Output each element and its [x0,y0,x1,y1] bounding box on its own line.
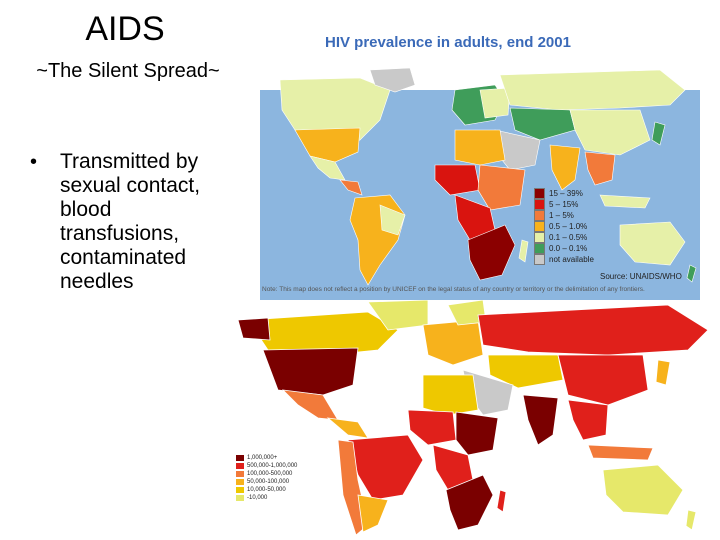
north-africa-region [454,129,506,166]
legend-label: 10,000-50,000 [247,487,286,493]
eastern-europe-region [479,87,511,119]
legend-label: 5 – 15% [549,200,579,209]
legend-swatch [534,221,545,232]
legend-label: -10,000 [247,495,268,501]
bullet-marker: • [30,151,38,173]
europe-region [422,319,484,366]
north-africa-region [422,374,479,416]
legend-item: 0.1 – 0.5% [534,232,594,243]
hiv-cases-map: 1,000,000+ 500,000-1,000,000 100,000-500… [228,300,718,540]
central-asia-region [487,354,564,389]
greenland-region [369,67,416,93]
indonesia-region [587,444,654,461]
legend-swatch [236,455,244,461]
russia-region [499,69,686,111]
legend-item: 5 – 15% [534,199,594,210]
east-africa-region [477,164,526,211]
legend-swatch [236,487,244,493]
map-note: Note: This map does not reflect a positi… [262,286,645,293]
legend-item: 1 – 5% [534,210,594,221]
legend-label: not available [549,255,594,264]
argentina-region [357,494,389,533]
legend-item: 500,000-1,000,000 [236,462,297,470]
southern-africa-region [445,474,494,531]
china-region [569,109,651,156]
legend-item: not available [534,254,594,265]
world-map-prevalence [279,67,697,286]
legend-swatch [534,188,545,199]
usa-region [294,127,361,163]
hiv-prevalence-map: HIV prevalence in adults, end 2001 [240,30,710,300]
prevalence-legend: 15 – 39% 5 – 15% 1 – 5% 0.5 – 1.0% 0.1 –… [534,188,594,265]
central-america-region [326,417,369,439]
legend-swatch [236,463,244,469]
legend-swatch [534,254,545,265]
legend-label: 100,000-500,000 [247,471,293,477]
legend-swatch [534,210,545,221]
alaska-region [237,317,271,341]
legend-swatch [534,199,545,210]
mexico-region [281,389,339,421]
legend-item: 15 – 39% [534,188,594,199]
legend-item: -10,000 [236,494,297,502]
legend-label: 1,000,000+ [247,455,278,461]
slide-title: AIDS [85,10,165,48]
madagascar-region [496,489,507,513]
bullet-text: Transmitted by sexual contact, blood tra… [60,150,201,293]
southeast-asia-region [584,151,616,186]
legend-item: 0.0 – 0.1% [534,243,594,254]
central-america-region [339,179,363,196]
legend-swatch [534,232,545,243]
legend-label: 0.0 – 0.1% [549,244,588,253]
legend-swatch [534,243,545,254]
legend-label: 15 – 39% [549,189,583,198]
south-america-east [379,204,406,236]
central-asia-region [509,107,576,141]
legend-label: 0.1 – 0.5% [549,233,588,242]
russia-region [477,304,709,356]
southeast-asia-region [567,399,609,441]
slide-subtitle: ~The Silent Spread~ [36,60,220,82]
legend-label: 500,000-1,000,000 [247,463,298,469]
japan-region [655,359,671,386]
madagascar-region [518,239,529,263]
legend-item: 0.5 – 1.0% [534,221,594,232]
legend-swatch [236,495,244,501]
legend-swatch [236,479,244,485]
legend-label: 50,000-100,000 [247,479,290,485]
map-source: Source: UNAIDS/WHO [600,272,682,281]
new-zealand-region [686,264,697,283]
legend-item: 1,000,000+ [236,454,297,462]
legend-item: 100,000-500,000 [236,470,297,478]
cases-legend: 1,000,000+ 500,000-1,000,000 100,000-500… [236,454,297,502]
legend-label: 1 – 5% [549,211,574,220]
west-africa-region [407,409,457,446]
southern-africa-region [467,224,516,281]
legend-item: 10,000-50,000 [236,486,297,494]
india-region [549,144,581,191]
south-america-region [349,194,406,286]
brazil-region [347,434,424,501]
usa-region [262,347,359,396]
australia-region [602,464,684,516]
map-title: HIV prevalence in adults, end 2001 [325,34,571,51]
east-africa-region [455,411,499,456]
indonesia-region [599,194,651,209]
mexico-region [309,155,346,181]
west-africa-region [434,164,481,196]
legend-item: 50,000-100,000 [236,478,297,486]
world-map-cases [237,300,709,536]
australia-region [619,221,686,266]
new-zealand-region [685,509,697,531]
legend-swatch [236,471,244,477]
india-region [522,394,559,446]
legend-label: 0.5 – 1.0% [549,222,588,231]
china-region [557,354,649,406]
japan-region [651,121,666,146]
